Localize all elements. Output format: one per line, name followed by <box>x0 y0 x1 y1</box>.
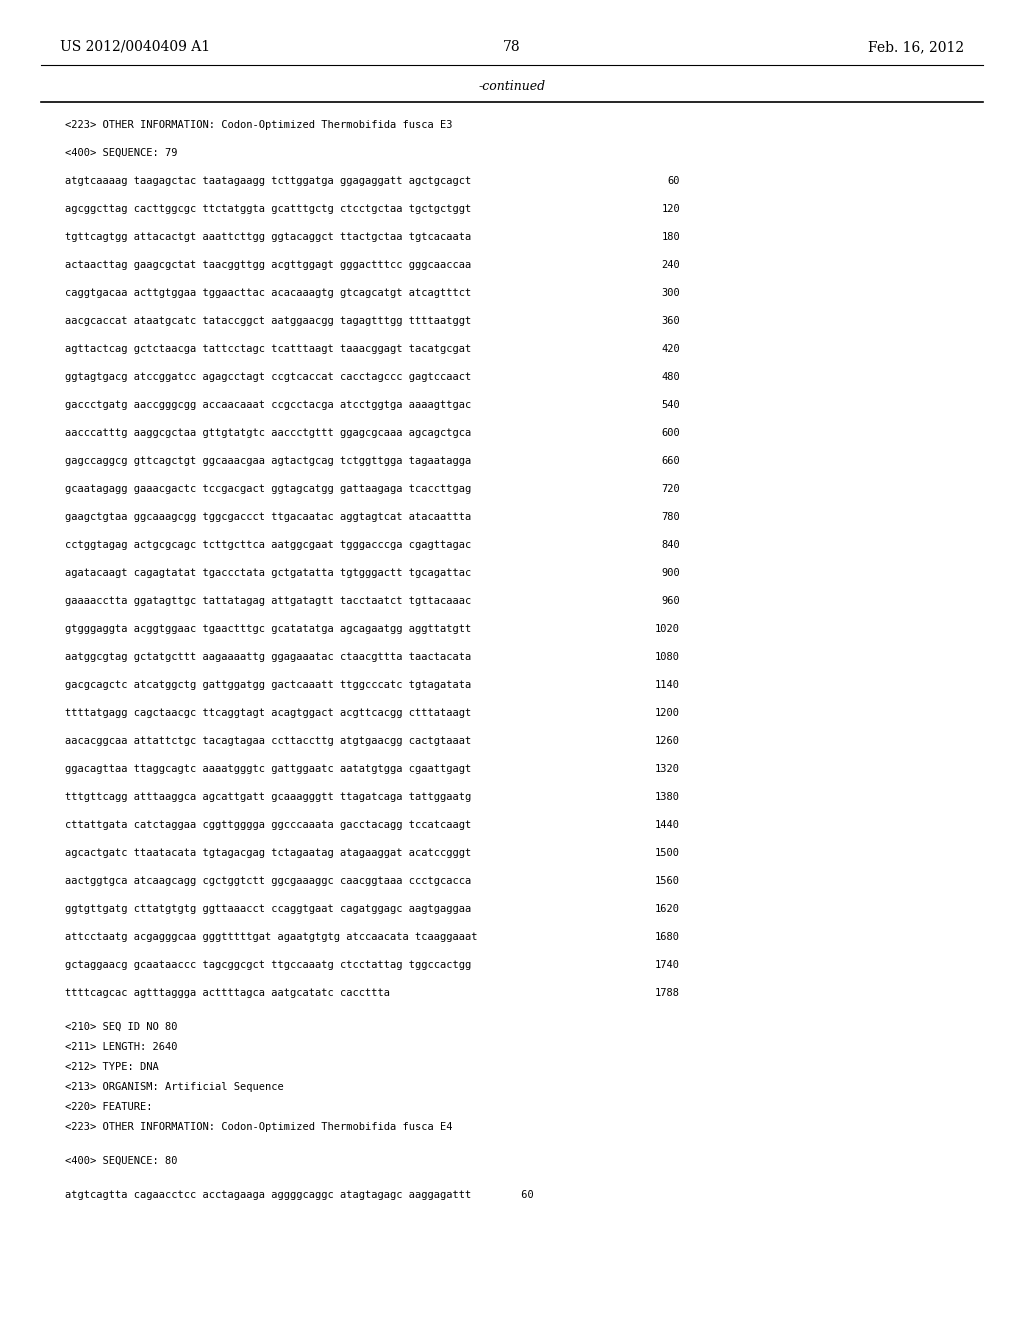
Text: agcactgatc ttaatacata tgtagacgag tctagaatag atagaaggat acatccgggt: agcactgatc ttaatacata tgtagacgag tctagaa… <box>65 847 471 858</box>
Text: US 2012/0040409 A1: US 2012/0040409 A1 <box>60 40 210 54</box>
Text: 420: 420 <box>662 345 680 354</box>
Text: 660: 660 <box>662 455 680 466</box>
Text: Feb. 16, 2012: Feb. 16, 2012 <box>868 40 964 54</box>
Text: ggacagttaa ttaggcagtc aaaatgggtc gattggaatc aatatgtgga cgaattgagt: ggacagttaa ttaggcagtc aaaatgggtc gattgga… <box>65 764 471 774</box>
Text: 1680: 1680 <box>655 932 680 942</box>
Text: <400> SEQUENCE: 80: <400> SEQUENCE: 80 <box>65 1156 177 1166</box>
Text: 720: 720 <box>662 484 680 494</box>
Text: 1200: 1200 <box>655 708 680 718</box>
Text: agttactcag gctctaacga tattcctagc tcatttaagt taaacggagt tacatgcgat: agttactcag gctctaacga tattcctagc tcattta… <box>65 345 471 354</box>
Text: 1440: 1440 <box>655 820 680 830</box>
Text: tttgttcagg atttaaggca agcattgatt gcaaagggtt ttagatcaga tattggaatg: tttgttcagg atttaaggca agcattgatt gcaaagg… <box>65 792 471 803</box>
Text: ggtagtgacg atccggatcc agagcctagt ccgtcaccat cacctagccc gagtccaact: ggtagtgacg atccggatcc agagcctagt ccgtcac… <box>65 372 471 381</box>
Text: 120: 120 <box>662 205 680 214</box>
Text: 1080: 1080 <box>655 652 680 663</box>
Text: gctaggaacg gcaataaccc tagcggcgct ttgccaaatg ctcctattag tggccactgg: gctaggaacg gcaataaccc tagcggcgct ttgccaa… <box>65 960 471 970</box>
Text: <210> SEQ ID NO 80: <210> SEQ ID NO 80 <box>65 1022 177 1032</box>
Text: <220> FEATURE:: <220> FEATURE: <box>65 1102 153 1111</box>
Text: 540: 540 <box>662 400 680 411</box>
Text: gagccaggcg gttcagctgt ggcaaacgaa agtactgcag tctggttgga tagaatagga: gagccaggcg gttcagctgt ggcaaacgaa agtactg… <box>65 455 471 466</box>
Text: gtgggaggta acggtggaac tgaactttgc gcatatatga agcagaatgg aggttatgtt: gtgggaggta acggtggaac tgaactttgc gcatata… <box>65 624 471 634</box>
Text: <400> SEQUENCE: 79: <400> SEQUENCE: 79 <box>65 148 177 158</box>
Text: 1260: 1260 <box>655 737 680 746</box>
Text: aacgcaccat ataatgcatc tataccggct aatggaacgg tagagtttgg ttttaatggt: aacgcaccat ataatgcatc tataccggct aatggaa… <box>65 315 471 326</box>
Text: 78: 78 <box>503 40 521 54</box>
Text: 1380: 1380 <box>655 792 680 803</box>
Text: 1788: 1788 <box>655 987 680 998</box>
Text: 1140: 1140 <box>655 680 680 690</box>
Text: 360: 360 <box>662 315 680 326</box>
Text: gcaatagagg gaaacgactc tccgacgact ggtagcatgg gattaagaga tcaccttgag: gcaatagagg gaaacgactc tccgacgact ggtagca… <box>65 484 471 494</box>
Text: atgtcagtta cagaacctcc acctagaaga aggggcaggc atagtagagc aaggagattt        60: atgtcagtta cagaacctcc acctagaaga aggggca… <box>65 1191 534 1200</box>
Text: -continued: -continued <box>478 81 546 92</box>
Text: actaacttag gaagcgctat taacggttgg acgttggagt gggactttcc gggcaaccaa: actaacttag gaagcgctat taacggttgg acgttgg… <box>65 260 471 271</box>
Text: caggtgacaa acttgtggaa tggaacttac acacaaagtg gtcagcatgt atcagtttct: caggtgacaa acttgtggaa tggaacttac acacaaa… <box>65 288 471 298</box>
Text: aactggtgca atcaagcagg cgctggtctt ggcgaaaggc caacggtaaa ccctgcacca: aactggtgca atcaagcagg cgctggtctt ggcgaaa… <box>65 876 471 886</box>
Text: <211> LENGTH: 2640: <211> LENGTH: 2640 <box>65 1041 177 1052</box>
Text: cttattgata catctaggaa cggttgggga ggcccaaata gacctacagg tccatcaagt: cttattgata catctaggaa cggttgggga ggcccaa… <box>65 820 471 830</box>
Text: <212> TYPE: DNA: <212> TYPE: DNA <box>65 1063 159 1072</box>
Text: cctggtagag actgcgcagc tcttgcttca aatggcgaat tgggacccga cgagttagac: cctggtagag actgcgcagc tcttgcttca aatggcg… <box>65 540 471 550</box>
Text: 60: 60 <box>668 176 680 186</box>
Text: <223> OTHER INFORMATION: Codon-Optimized Thermobifida fusca E4: <223> OTHER INFORMATION: Codon-Optimized… <box>65 1122 453 1133</box>
Text: 1740: 1740 <box>655 960 680 970</box>
Text: 960: 960 <box>662 597 680 606</box>
Text: aacccatttg aaggcgctaa gttgtatgtc aaccctgttt ggagcgcaaa agcagctgca: aacccatttg aaggcgctaa gttgtatgtc aaccctg… <box>65 428 471 438</box>
Text: 180: 180 <box>662 232 680 242</box>
Text: attcctaatg acgagggcaa gggtttttgat agaatgtgtg atccaacata tcaaggaaat: attcctaatg acgagggcaa gggtttttgat agaatg… <box>65 932 477 942</box>
Text: agatacaagt cagagtatat tgaccctata gctgatatta tgtgggactt tgcagattac: agatacaagt cagagtatat tgaccctata gctgata… <box>65 568 471 578</box>
Text: 1320: 1320 <box>655 764 680 774</box>
Text: ttttatgagg cagctaacgc ttcaggtagt acagtggact acgttcacgg ctttataagt: ttttatgagg cagctaacgc ttcaggtagt acagtgg… <box>65 708 471 718</box>
Text: 780: 780 <box>662 512 680 521</box>
Text: 840: 840 <box>662 540 680 550</box>
Text: aatggcgtag gctatgcttt aagaaaattg ggagaaatac ctaacgttta taactacata: aatggcgtag gctatgcttt aagaaaattg ggagaaa… <box>65 652 471 663</box>
Text: 1020: 1020 <box>655 624 680 634</box>
Text: 1500: 1500 <box>655 847 680 858</box>
Text: gaccctgatg aaccgggcgg accaacaaat ccgcctacga atcctggtga aaaagttgac: gaccctgatg aaccgggcgg accaacaaat ccgccta… <box>65 400 471 411</box>
Text: <213> ORGANISM: Artificial Sequence: <213> ORGANISM: Artificial Sequence <box>65 1082 284 1092</box>
Text: aacacggcaa attattctgc tacagtagaa ccttaccttg atgtgaacgg cactgtaaat: aacacggcaa attattctgc tacagtagaa ccttacc… <box>65 737 471 746</box>
Text: agcggcttag cacttggcgc ttctatggta gcatttgctg ctcctgctaa tgctgctggt: agcggcttag cacttggcgc ttctatggta gcatttg… <box>65 205 471 214</box>
Text: ggtgttgatg cttatgtgtg ggttaaacct ccaggtgaat cagatggagc aagtgaggaa: ggtgttgatg cttatgtgtg ggttaaacct ccaggtg… <box>65 904 471 913</box>
Text: 240: 240 <box>662 260 680 271</box>
Text: 1620: 1620 <box>655 904 680 913</box>
Text: atgtcaaaag taagagctac taatagaagg tcttggatga ggagaggatt agctgcagct: atgtcaaaag taagagctac taatagaagg tcttgga… <box>65 176 471 186</box>
Text: 600: 600 <box>662 428 680 438</box>
Text: gaaaacctta ggatagttgc tattatagag attgatagtt tacctaatct tgttacaaac: gaaaacctta ggatagttgc tattatagag attgata… <box>65 597 471 606</box>
Text: 900: 900 <box>662 568 680 578</box>
Text: ttttcagcac agtttaggga acttttagca aatgcatatc caccttta: ttttcagcac agtttaggga acttttagca aatgcat… <box>65 987 390 998</box>
Text: <223> OTHER INFORMATION: Codon-Optimized Thermobifida fusca E3: <223> OTHER INFORMATION: Codon-Optimized… <box>65 120 453 129</box>
Text: tgttcagtgg attacactgt aaattcttgg ggtacaggct ttactgctaa tgtcacaata: tgttcagtgg attacactgt aaattcttgg ggtacag… <box>65 232 471 242</box>
Text: 300: 300 <box>662 288 680 298</box>
Text: 1560: 1560 <box>655 876 680 886</box>
Text: gaagctgtaa ggcaaagcgg tggcgaccct ttgacaatac aggtagtcat atacaattta: gaagctgtaa ggcaaagcgg tggcgaccct ttgacaa… <box>65 512 471 521</box>
Text: 480: 480 <box>662 372 680 381</box>
Text: gacgcagctc atcatggctg gattggatgg gactcaaatt ttggcccatc tgtagatata: gacgcagctc atcatggctg gattggatgg gactcaa… <box>65 680 471 690</box>
